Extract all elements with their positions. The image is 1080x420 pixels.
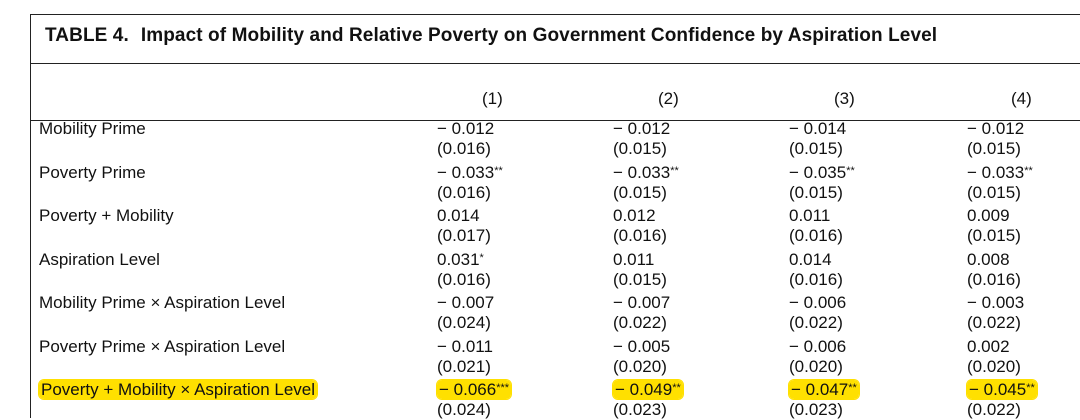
coefficient-cell: 0.012 xyxy=(613,206,656,225)
coefficient-cell: − 0.003 xyxy=(967,293,1025,312)
coefficient-cell: − 0.035** xyxy=(789,162,855,182)
coefficient-cell: − 0.033** xyxy=(613,162,679,182)
coefficient-cell: 0.002 xyxy=(967,336,1010,356)
coefficient-cell: − 0.014 xyxy=(789,119,847,138)
standard-error-cell: (0.015) xyxy=(967,226,1021,245)
coefficient-cell: − 0.047** xyxy=(789,380,859,399)
top-rule xyxy=(31,63,1080,64)
coefficient-cell: 0.011 xyxy=(613,249,655,269)
coefficient-cell: − 0.006 xyxy=(789,293,847,312)
header-rule xyxy=(31,120,1080,121)
significance-stars: ** xyxy=(846,164,855,177)
standard-error-cell: (0.015) xyxy=(613,139,667,158)
standard-error-cell: (0.024) xyxy=(437,313,491,332)
table-title: TABLE 4. Impact of Mobility and Relative … xyxy=(45,25,937,47)
row-label: Mobility Prime × Aspiration Level xyxy=(39,293,286,312)
standard-error-cell: (0.016) xyxy=(437,182,491,202)
standard-error-cell: (0.017) xyxy=(437,226,491,245)
standard-error-cell: (0.022) xyxy=(967,400,1021,419)
column-header-1: (1) xyxy=(482,89,503,108)
significance-stars: ** xyxy=(672,382,681,394)
coefficient-cell: − 0.033** xyxy=(967,162,1033,182)
standard-error-cell: (0.021) xyxy=(437,356,491,376)
standard-error-cell: (0.015) xyxy=(967,139,1021,158)
coefficient-cell: 0.014 xyxy=(437,206,480,225)
coefficient-cell: − 0.012 xyxy=(613,119,671,138)
row-label: Poverty + Mobility xyxy=(39,206,174,225)
significance-stars: ** xyxy=(494,164,503,177)
coefficient-cell: − 0.007 xyxy=(437,293,495,312)
coefficient-cell: − 0.045** xyxy=(967,380,1037,399)
column-header-3: (3) xyxy=(834,89,855,108)
column-header-4: (4) xyxy=(1011,89,1032,108)
standard-error-cell: (0.020) xyxy=(967,356,1021,376)
standard-error-cell: (0.023) xyxy=(613,400,667,419)
row-label: Poverty + Mobility × Aspiration Level xyxy=(39,380,318,399)
coefficient-cell: − 0.007 xyxy=(613,293,671,312)
significance-stars: ** xyxy=(1026,382,1035,394)
row-label: Aspiration Level xyxy=(39,249,160,269)
standard-error-cell: (0.015) xyxy=(613,182,667,202)
coefficient-cell: 0.009 xyxy=(967,206,1010,225)
standard-error-cell: (0.024) xyxy=(437,400,491,419)
standard-error-cell: (0.023) xyxy=(789,400,843,419)
coefficient-cell: − 0.012 xyxy=(437,119,495,138)
coefficient-cell: − 0.049** xyxy=(613,380,683,399)
standard-error-cell: (0.016) xyxy=(789,269,843,289)
significance-stars: ** xyxy=(1024,164,1033,177)
significance-stars: ** xyxy=(670,164,679,177)
significance-stars: ** xyxy=(848,382,857,394)
row-label: Mobility Prime xyxy=(39,119,146,138)
coefficient-cell: 0.011 xyxy=(789,206,831,225)
coefficient-cell: 0.008 xyxy=(967,249,1010,269)
coefficient-cell: − 0.005 xyxy=(613,336,671,356)
standard-error-cell: (0.022) xyxy=(613,313,667,332)
row-label: Poverty Prime xyxy=(39,162,146,182)
table-caption: Impact of Mobility and Relative Poverty … xyxy=(140,25,938,46)
column-header-2: (2) xyxy=(658,89,679,108)
coefficient-cell: − 0.012 xyxy=(967,119,1025,138)
standard-error-cell: (0.020) xyxy=(789,356,843,376)
standard-error-cell: (0.016) xyxy=(789,226,843,245)
standard-error-cell: (0.015) xyxy=(967,182,1021,202)
significance-stars: *** xyxy=(496,382,510,394)
standard-error-cell: (0.016) xyxy=(613,226,667,245)
standard-error-cell: (0.022) xyxy=(789,313,843,332)
coefficient-cell: − 0.066*** xyxy=(437,380,512,399)
table-number: TABLE 4. xyxy=(45,25,129,46)
standard-error-cell: (0.016) xyxy=(437,269,491,289)
standard-error-cell: (0.015) xyxy=(613,269,667,289)
coefficient-cell: − 0.006 xyxy=(789,336,847,356)
table-frame: TABLE 4. Impact of Mobility and Relative … xyxy=(30,14,1080,419)
coefficient-cell: − 0.033** xyxy=(437,162,503,182)
standard-error-cell: (0.016) xyxy=(437,139,491,158)
row-label: Poverty Prime × Aspiration Level xyxy=(39,336,286,356)
standard-error-cell: (0.020) xyxy=(613,356,667,376)
standard-error-cell: (0.015) xyxy=(789,139,843,158)
coefficient-cell: 0.014 xyxy=(789,249,832,269)
significance-stars: * xyxy=(479,251,484,264)
standard-error-cell: (0.022) xyxy=(967,313,1021,332)
standard-error-cell: (0.016) xyxy=(967,269,1021,289)
coefficient-cell: − 0.011 xyxy=(437,336,493,356)
standard-error-cell: (0.015) xyxy=(789,182,843,202)
coefficient-cell: 0.031* xyxy=(437,249,484,269)
